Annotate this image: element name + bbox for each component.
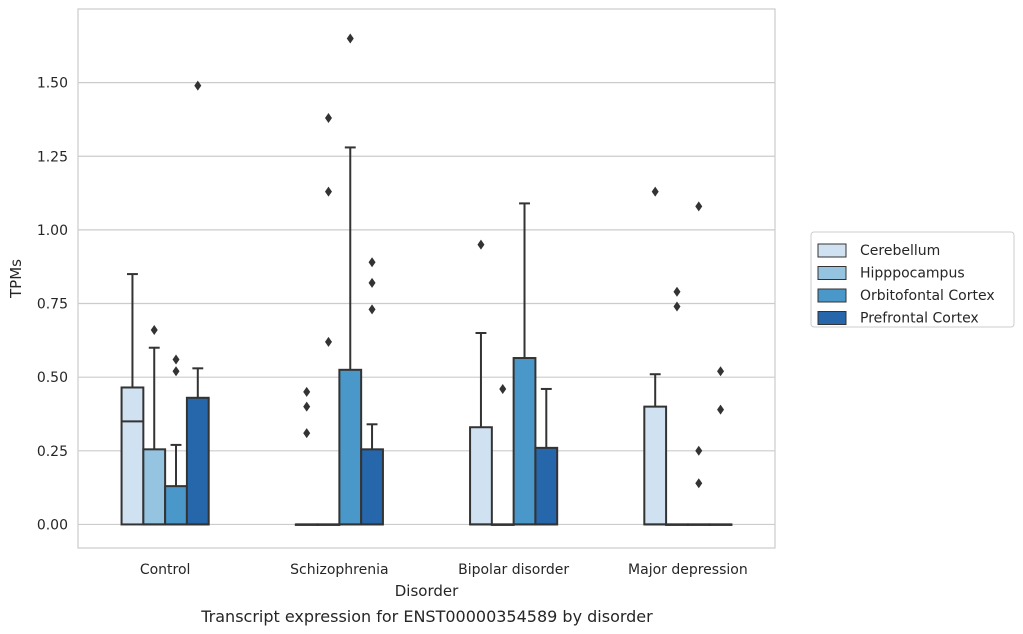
box <box>164 354 188 526</box>
legend-item: Cerebellum <box>817 243 940 259</box>
outlier-point <box>368 257 376 268</box>
box <box>360 257 384 526</box>
x-tick-label: Bipolar disorder <box>458 562 569 578</box>
y-tick-label: 0.50 <box>37 370 68 386</box>
legend-item: Orbitofontal Cortex <box>817 288 995 304</box>
box-body <box>643 405 668 526</box>
box-body <box>120 386 145 526</box>
box <box>490 383 515 526</box>
y-tick-label: 1.50 <box>37 76 68 92</box>
box <box>294 386 319 526</box>
box <box>534 387 559 526</box>
box <box>338 33 363 526</box>
legend-swatch <box>817 311 847 325</box>
outlier-point <box>673 301 681 312</box>
outlier-point <box>499 383 507 394</box>
box-body <box>512 357 537 526</box>
series-cerebellum <box>120 186 668 526</box>
outlier-point <box>324 336 332 347</box>
box <box>120 273 145 526</box>
outlier-point <box>324 112 332 123</box>
series-prefrontal-cortex <box>185 80 733 526</box>
legend-label: Orbitofontal Cortex <box>860 288 995 304</box>
y-axis-ticks: 0.00 0.25 0.50 0.75 1.00 1.25 1.50 <box>37 76 68 534</box>
outlier-point <box>303 428 311 439</box>
outlier-point <box>717 366 725 377</box>
outlier-point <box>172 354 180 365</box>
box <box>512 202 537 526</box>
x-axis-ticks: Control Schizophrenia Bipolar disorder Majo… <box>140 562 748 578</box>
x-tick-label: Major depression <box>628 562 748 578</box>
box-series <box>120 33 733 526</box>
outlier-point <box>324 186 332 197</box>
box <box>469 239 493 526</box>
outlier-point <box>303 386 311 397</box>
box <box>643 186 668 526</box>
outlier-point <box>695 478 703 489</box>
outlier-point <box>717 404 725 415</box>
y-tick-label: 0.75 <box>37 297 68 313</box>
box-body <box>164 485 188 526</box>
legend-item: Prefrontal Cortex <box>817 311 979 327</box>
outlier-point <box>695 445 703 456</box>
legend-item: Hipppocampus <box>817 266 965 282</box>
legend-frame <box>810 231 1015 328</box>
x-tick-label: Control <box>140 562 191 578</box>
outlier-point <box>346 33 354 44</box>
outlier-point <box>368 277 376 288</box>
outlier-point <box>303 401 311 412</box>
legend-swatch <box>817 243 847 258</box>
legend-swatch <box>817 266 847 280</box>
y-tick-label: 0.25 <box>37 444 68 460</box>
legend-label: Cerebellum <box>860 243 940 259</box>
outlier-point <box>172 366 180 377</box>
y-axis-label: TPMs <box>7 259 25 299</box>
y-tick-label: 0.00 <box>37 517 68 533</box>
outlier-point <box>673 286 681 297</box>
chart-caption: Transcript expression for ENST0000035458… <box>200 607 653 626</box>
box <box>708 366 733 526</box>
legend: Cerebellum Hipppocampus Orbitofontal Corte… <box>810 231 1015 328</box>
legend-swatch <box>817 288 847 303</box>
box-body <box>142 448 167 526</box>
box-body <box>534 446 559 526</box>
box-body <box>185 396 210 526</box>
legend-label: Prefrontal Cortex <box>860 311 979 327</box>
plot-frame <box>77 8 776 549</box>
outlier-point <box>651 186 659 197</box>
y-tick-label: 1.00 <box>37 223 68 239</box>
series-orbitofontal-cortex <box>164 33 711 526</box>
y-tick-label: 1.25 <box>37 149 68 165</box>
box-body <box>338 368 363 526</box>
x-tick-label: Schizophrenia <box>290 562 388 578</box>
box <box>686 201 711 526</box>
x-axis-label: Disorder <box>395 582 459 600</box>
outlier-point <box>150 325 158 336</box>
outlier-point <box>695 201 703 212</box>
outlier-point <box>477 239 485 250</box>
box-body <box>360 448 384 526</box>
box <box>185 80 210 526</box>
outlier-point <box>194 80 202 91</box>
box-body <box>469 426 493 526</box>
legend-label: Hipppocampus <box>860 266 965 282</box>
outlier-point <box>368 304 376 315</box>
